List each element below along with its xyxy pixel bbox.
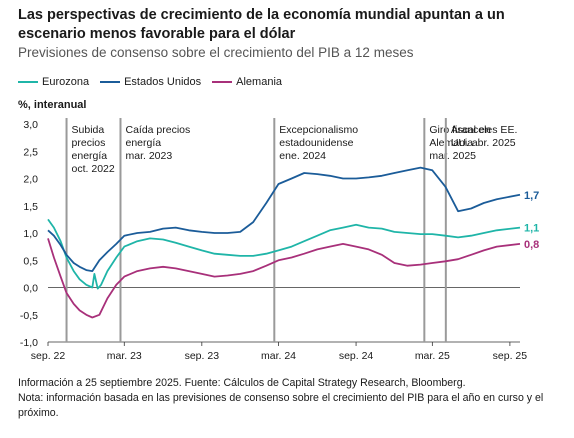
- event-annotation: mar. 2025: [429, 150, 476, 162]
- event-annotation: oct. 2022: [72, 163, 115, 175]
- chart-title: Las perspectivas de crecimiento de la ec…: [18, 7, 505, 42]
- event-annotation: energía: [72, 150, 108, 162]
- event-annotation: precios: [72, 137, 106, 149]
- event-annotation: estadounidense: [279, 137, 353, 149]
- series-line-alemania: [47, 238, 521, 319]
- x-tick-label: mar. 24: [261, 350, 296, 362]
- y-tick-label: 2,0: [23, 174, 38, 186]
- legend-item-estados-unidos: Estados Unidos: [100, 76, 201, 88]
- methodology-note: Nota: información basada en las previsio…: [18, 392, 544, 419]
- y-tick-label: 1,5: [23, 201, 38, 213]
- y-tick-label: 1,0: [23, 228, 38, 240]
- y-tick-label: 0,5: [23, 255, 38, 267]
- series-end-label: 1,1: [524, 223, 539, 235]
- chart-legend: Eurozona Estados Unidos Alemania: [18, 76, 293, 88]
- x-tick-label: sep. 23: [185, 350, 220, 362]
- y-tick-label: 3,0: [23, 119, 38, 131]
- y-tick-label: -0,5: [20, 310, 38, 322]
- source-note: Información a 25 septiembre 2025. Fuente…: [18, 377, 466, 389]
- series-line-estados-unidos: [47, 166, 521, 272]
- event-annotation: Alemania: [429, 137, 473, 149]
- y-tick-label: 2,5: [23, 146, 38, 158]
- event-annotation: Aranceles EE.: [451, 124, 518, 136]
- series-end-label: 0,8: [524, 239, 539, 251]
- event-annotation: Excepcionalismo: [279, 124, 358, 136]
- event-annotation: Caída precios: [125, 124, 190, 136]
- y-tick-label: 0,0: [23, 283, 38, 295]
- y-tick-label: -1,0: [20, 337, 38, 349]
- footnotes: Información a 25 septiembre 2025. Fuente…: [18, 376, 563, 421]
- event-annotation: UU. abr. 2025: [451, 137, 516, 149]
- legend-item-alemania: Alemania: [212, 76, 282, 88]
- event-annotation: energía: [125, 137, 161, 149]
- event-annotation: Giro fiscal en: [429, 124, 490, 136]
- legend-label-estados-unidos: Estados Unidos: [124, 76, 202, 88]
- event-annotation: mar. 2023: [125, 150, 172, 162]
- legend-label-eurozona: Eurozona: [42, 76, 90, 88]
- x-tick-label: mar. 25: [415, 350, 450, 362]
- x-tick-label: sep. 24: [339, 350, 374, 362]
- x-tick-label: mar. 23: [107, 350, 142, 362]
- series-end-label: 1,7: [524, 190, 539, 202]
- chart-subtitle: Previsiones de consenso sobre el crecimi…: [18, 45, 414, 60]
- legend-item-eurozona: Eurozona: [18, 76, 89, 88]
- series-line-eurozona: [47, 218, 521, 290]
- x-tick-label: sep. 22: [31, 350, 66, 362]
- legend-swatch-alemania: [212, 80, 233, 84]
- y-axis-label: %, interanual: [18, 99, 86, 111]
- event-annotation: ene. 2024: [279, 150, 326, 162]
- legend-swatch-estados-unidos: [100, 80, 121, 84]
- event-annotation: Subida: [72, 124, 105, 136]
- legend-swatch-eurozona: [18, 80, 38, 84]
- x-tick-label: sep. 25: [493, 350, 528, 362]
- legend-label-alemania: Alemania: [236, 76, 282, 88]
